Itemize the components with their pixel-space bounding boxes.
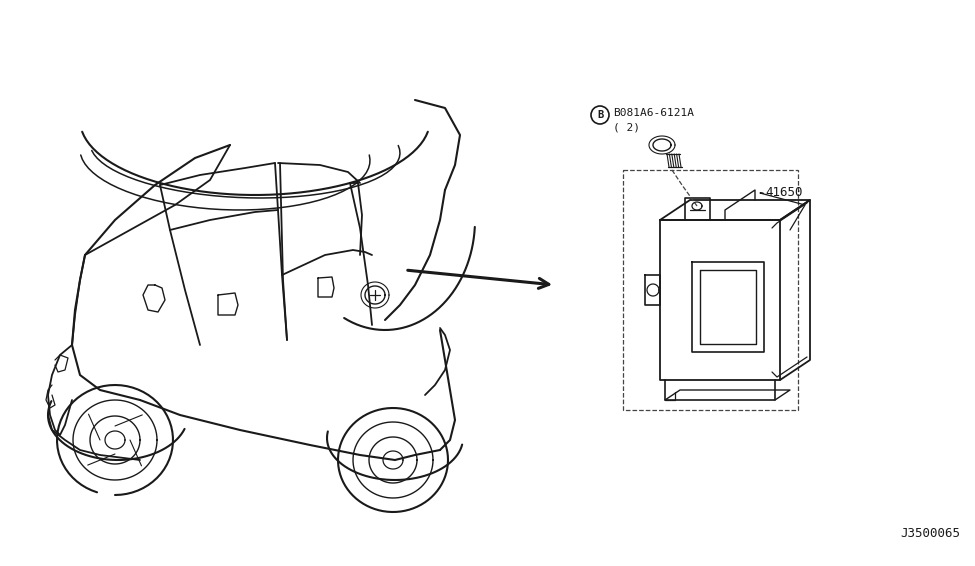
Bar <box>623 170 798 410</box>
Text: 41650: 41650 <box>765 187 802 199</box>
Text: B: B <box>597 110 604 120</box>
Text: J3500065: J3500065 <box>900 527 960 540</box>
Text: ( 2): ( 2) <box>613 122 640 132</box>
Text: B081A6-6121A: B081A6-6121A <box>613 108 694 118</box>
